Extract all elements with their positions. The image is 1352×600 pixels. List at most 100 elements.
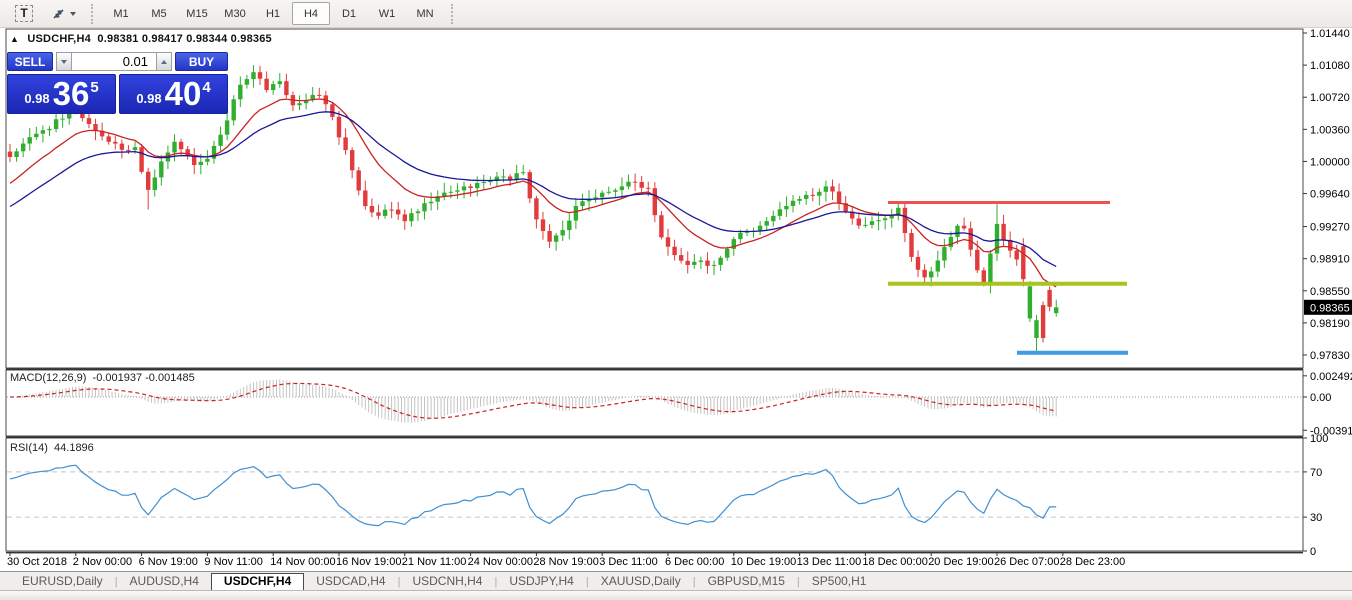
chevron-down-icon bbox=[70, 11, 76, 16]
timeframe-button-mn[interactable]: MN bbox=[416, 7, 434, 20]
svg-text:18 Dec 00:00: 18 Dec 00:00 bbox=[862, 556, 927, 568]
buy-price-sup: 4 bbox=[202, 79, 211, 96]
toolbar-separator bbox=[91, 3, 95, 24]
tab-separator: | bbox=[494, 576, 498, 588]
svg-text:6 Dec 00:00: 6 Dec 00:00 bbox=[665, 556, 724, 568]
volume-decrease-button[interactable] bbox=[56, 52, 72, 71]
buy-price-display[interactable]: 0.98 40 4 bbox=[119, 74, 228, 114]
collapse-panel-icon[interactable]: ▲ bbox=[10, 34, 20, 44]
svg-text:20 Dec 19:00: 20 Dec 19:00 bbox=[928, 556, 993, 568]
rsi-axis: 100 70 30 0 bbox=[1303, 433, 1328, 558]
timeframe-button-m1[interactable]: M1 bbox=[113, 7, 129, 20]
timeframe-button-m30[interactable]: M30 bbox=[224, 7, 246, 20]
volume-input[interactable]: 0.01 bbox=[72, 52, 156, 71]
arrows-tool-icon bbox=[53, 8, 64, 19]
chart-tab-xauusd[interactable]: XAUUSD,Daily bbox=[600, 574, 681, 588]
chart-ohlc-header: ▲ USDCHF,H4 0.98381 0.98417 0.98344 0.98… bbox=[10, 33, 272, 45]
svg-text:70: 70 bbox=[1310, 467, 1322, 479]
chart-tab-usdcad[interactable]: USDCAD,H4 bbox=[316, 574, 386, 588]
macd-name: MACD(12,26,9) bbox=[10, 372, 87, 384]
svg-text:100: 100 bbox=[1310, 433, 1328, 445]
buy-price-big: 40 bbox=[164, 75, 202, 112]
svg-text:14 Nov 00:00: 14 Nov 00:00 bbox=[270, 556, 335, 568]
symbol-period-label: USDCHF,H4 bbox=[27, 33, 91, 45]
timeframe-button-d1[interactable]: D1 bbox=[341, 7, 357, 20]
buy-price-prefix: 0.98 bbox=[136, 91, 162, 106]
pane-backgrounds bbox=[5, 28, 1304, 554]
timeframe-button-w1[interactable]: W1 bbox=[378, 7, 396, 20]
sell-button[interactable]: SELL bbox=[7, 52, 53, 71]
ma-slow bbox=[9, 111, 1057, 267]
rsi-line bbox=[9, 464, 1057, 527]
svg-text:0.98190: 0.98190 bbox=[1310, 318, 1350, 330]
chart-tab-usdchf[interactable]: USDCHF,H4 bbox=[210, 573, 305, 591]
svg-text:10 Dec 19:00: 10 Dec 19:00 bbox=[731, 556, 796, 568]
tab-separator: | bbox=[114, 576, 118, 588]
chart-canvas[interactable]: 1.01440 1.01080 1.00720 1.00360 1.00000 0.996… bbox=[0, 28, 1352, 571]
svg-text:1.00000: 1.00000 bbox=[1310, 156, 1350, 168]
macd-axis: 0.002492 0.00 -0.003913 bbox=[1303, 371, 1352, 437]
price-axis: 1.01440 1.01080 1.00720 1.00360 1.00000 0.996… bbox=[1303, 28, 1352, 571]
one-click-trading-panel: SELL 0.01 BUY 0.98 36 5 0.98 40 4 bbox=[7, 52, 228, 114]
chart-tab-eurusd[interactable]: EURUSD,Daily bbox=[22, 574, 103, 588]
svg-text:0.98910: 0.98910 bbox=[1310, 254, 1350, 266]
sell-price-prefix: 0.98 bbox=[24, 91, 50, 106]
chart-tab-gbpusd[interactable]: GBPUSD,M15 bbox=[707, 574, 785, 588]
ohlc-values: 0.98381 0.98417 0.98344 0.98365 bbox=[97, 33, 272, 45]
svg-text:26 Dec 07:00: 26 Dec 07:00 bbox=[994, 556, 1059, 568]
arrow-down-icon bbox=[61, 59, 67, 64]
toolbar: T M1 M5 M15 M30 H1 H4 D1 W1 MN bbox=[0, 0, 1352, 28]
timeframe-button-h1[interactable]: H1 bbox=[265, 7, 281, 20]
rsi-value: 44.1896 bbox=[54, 442, 94, 454]
volume-increase-button[interactable] bbox=[156, 52, 172, 71]
buy-button[interactable]: BUY bbox=[175, 52, 228, 71]
svg-text:-0.003913: -0.003913 bbox=[1310, 425, 1352, 437]
sell-price-sup: 5 bbox=[90, 79, 99, 96]
macd-values: -0.001937 -0.001485 bbox=[92, 372, 195, 384]
macd-signal-line bbox=[9, 382, 1057, 419]
timeframe-button-m5[interactable]: M5 bbox=[151, 7, 167, 20]
svg-text:0.99640: 0.99640 bbox=[1310, 189, 1350, 201]
rsi-name: RSI(14) bbox=[10, 442, 48, 454]
svg-text:30: 30 bbox=[1310, 512, 1322, 524]
chart-tab-sp500[interactable]: SP500,H1 bbox=[811, 574, 867, 588]
moving-averages-layer bbox=[9, 98, 1057, 288]
tab-separator: | bbox=[585, 576, 589, 588]
svg-text:1.00360: 1.00360 bbox=[1310, 124, 1350, 136]
svg-text:28 Nov 19:00: 28 Nov 19:00 bbox=[533, 556, 598, 568]
arrow-up-icon bbox=[161, 59, 167, 64]
svg-text:0.002492: 0.002492 bbox=[1310, 371, 1352, 383]
svg-text:0.00: 0.00 bbox=[1310, 392, 1331, 404]
svg-text:1.00720: 1.00720 bbox=[1310, 92, 1350, 104]
timeframe-button-m15[interactable]: M15 bbox=[186, 7, 208, 20]
horizontal-lines-layer bbox=[888, 201, 1128, 355]
svg-text:3 Dec 11:00: 3 Dec 11:00 bbox=[599, 556, 658, 568]
svg-text:1.01440: 1.01440 bbox=[1310, 28, 1350, 40]
arrows-tool-button[interactable] bbox=[43, 2, 84, 25]
svg-text:0.99270: 0.99270 bbox=[1310, 222, 1350, 234]
macd-indicator-label: MACD(12,26,9) -0.001937 -0.001485 bbox=[10, 372, 195, 384]
text-label-tool-button[interactable]: T bbox=[5, 2, 43, 25]
chart-tab-audusd[interactable]: AUDUSD,H4 bbox=[129, 574, 199, 588]
svg-text:16 Nov 19:00: 16 Nov 19:00 bbox=[336, 556, 401, 568]
sell-price-big: 36 bbox=[52, 75, 90, 112]
svg-text:28 Dec 23:00: 28 Dec 23:00 bbox=[1060, 556, 1125, 568]
svg-text:0.97830: 0.97830 bbox=[1310, 350, 1350, 362]
text-tool-icon: T bbox=[15, 5, 33, 22]
current-price-tag bbox=[1304, 299, 1352, 315]
macd-layer bbox=[7, 379, 1302, 423]
timeframe-group: M1 M5 M15 M30 H1 H4 D1 W1 MN bbox=[102, 2, 444, 25]
tab-separator: | bbox=[692, 576, 696, 588]
chart-tab-usdcnh[interactable]: USDCNH,H4 bbox=[412, 574, 483, 588]
svg-text:0.98550: 0.98550 bbox=[1310, 286, 1350, 298]
sell-price-display[interactable]: 0.98 36 5 bbox=[7, 74, 116, 114]
svg-text:9 Nov 11:00: 9 Nov 11:00 bbox=[204, 556, 263, 568]
svg-text:2 Nov 00:00: 2 Nov 00:00 bbox=[73, 556, 132, 568]
tab-separator: | bbox=[397, 576, 401, 588]
svg-text:13 Dec 11:00: 13 Dec 11:00 bbox=[797, 556, 862, 568]
chart-tab-usdjpy[interactable]: USDJPY,H4 bbox=[509, 574, 574, 588]
timeframe-button-h4[interactable]: H4 bbox=[292, 2, 330, 25]
candles-layer bbox=[7, 65, 1059, 352]
svg-text:24 Nov 00:00: 24 Nov 00:00 bbox=[468, 556, 533, 568]
